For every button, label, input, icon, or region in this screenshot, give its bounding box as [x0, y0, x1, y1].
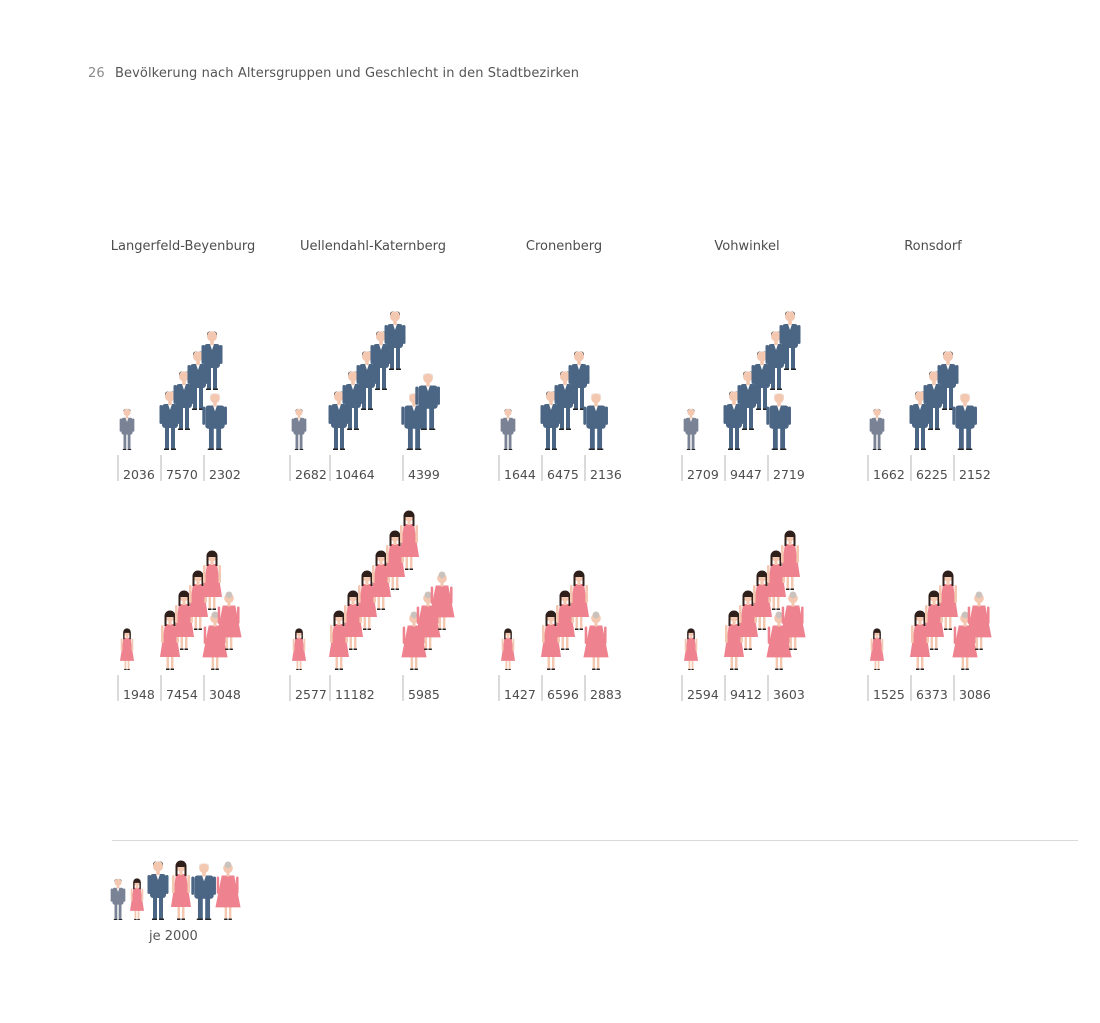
value-label: 10464 [335, 467, 375, 482]
district-title: Vohwinkel [714, 239, 779, 254]
district-title: Cronenberg [526, 239, 602, 254]
value-label: 2152 [959, 467, 991, 482]
male-child-icon [683, 408, 699, 450]
value-label: 6596 [547, 687, 579, 702]
female-adult-icon [171, 860, 191, 920]
male-senior-icon [952, 392, 977, 450]
male-child-icon [110, 878, 126, 920]
male-adult-icon [328, 391, 350, 450]
value-label: 9412 [730, 687, 762, 702]
value-label: 6475 [547, 467, 579, 482]
male-adult-icon [909, 391, 931, 450]
male-adult-icon [937, 351, 959, 410]
male-adult-icon [765, 331, 787, 390]
male-adult-icon [554, 371, 576, 430]
value-label: 3603 [773, 687, 805, 702]
male-senior-icon [766, 392, 791, 450]
female-adult-icon [541, 610, 561, 670]
value-label: 9447 [730, 467, 762, 482]
value-label: 2036 [123, 467, 155, 482]
district-title: Ronsdorf [904, 239, 962, 254]
value-label: 6225 [916, 467, 948, 482]
female-senior-icon [966, 591, 992, 650]
male-adult-icon [342, 371, 364, 430]
value-label: 2577 [295, 687, 327, 702]
female-child-icon [684, 628, 698, 670]
female-child-icon [870, 628, 884, 670]
male-child-icon [869, 408, 885, 450]
value-label: 2302 [209, 467, 241, 482]
value-label: 2719 [773, 467, 805, 482]
page-title: Bevölkerung nach Altersgruppen und Gesch… [114, 66, 580, 81]
value-label: 2883 [590, 687, 622, 702]
page-number: 26 [88, 66, 105, 81]
female-adult-icon [780, 530, 800, 590]
male-adult-icon [356, 351, 378, 410]
female-child-icon [501, 628, 515, 670]
value-label: 3086 [959, 687, 991, 702]
male-senior-icon [583, 392, 608, 450]
legend-label: je 2000 [149, 929, 198, 944]
value-label: 2136 [590, 467, 622, 482]
male-adult-icon [384, 311, 406, 370]
value-label: 2594 [687, 687, 719, 702]
value-label: 1662 [873, 467, 905, 482]
female-child-icon [292, 628, 306, 670]
male-child-icon [500, 408, 516, 450]
value-label: 5985 [408, 687, 440, 702]
value-label: 1644 [504, 467, 536, 482]
female-adult-icon [343, 590, 363, 650]
value-label: 2682 [295, 467, 327, 482]
value-label: 7570 [166, 467, 198, 482]
male-adult-icon [540, 391, 562, 450]
district-title: Uellendahl-Katernberg [300, 239, 446, 254]
female-senior-icon [780, 591, 806, 650]
male-adult-icon [779, 311, 801, 370]
male-adult-icon [201, 331, 223, 390]
value-label: 1948 [123, 687, 155, 702]
value-label: 1427 [504, 687, 536, 702]
female-adult-icon [399, 510, 419, 570]
female-senior-icon [215, 861, 241, 920]
female-adult-icon [569, 570, 589, 630]
value-label: 1525 [873, 687, 905, 702]
value-label: 7454 [166, 687, 198, 702]
female-adult-icon [938, 570, 958, 630]
male-child-icon [119, 408, 135, 450]
value-label: 11182 [335, 687, 375, 702]
divider [112, 840, 1078, 841]
district-title: Langerfeld-Beyenburg [111, 239, 255, 254]
value-label: 2709 [687, 467, 719, 482]
value-label: 6373 [916, 687, 948, 702]
value-label: 3048 [209, 687, 241, 702]
female-adult-icon [202, 550, 222, 610]
female-child-icon [130, 878, 144, 920]
male-senior-icon [415, 372, 440, 430]
female-senior-icon [216, 591, 242, 650]
page-header: 26 Bevölkerung nach Altersgruppen und Ge… [88, 66, 579, 81]
male-adult-icon [568, 351, 590, 410]
female-child-icon [120, 628, 134, 670]
male-senior-icon [191, 862, 216, 920]
female-senior-icon [429, 571, 455, 630]
male-senior-icon [202, 392, 227, 450]
value-label: 4399 [408, 467, 440, 482]
male-adult-icon [147, 861, 169, 920]
male-child-icon [291, 408, 307, 450]
female-senior-icon [583, 611, 609, 670]
